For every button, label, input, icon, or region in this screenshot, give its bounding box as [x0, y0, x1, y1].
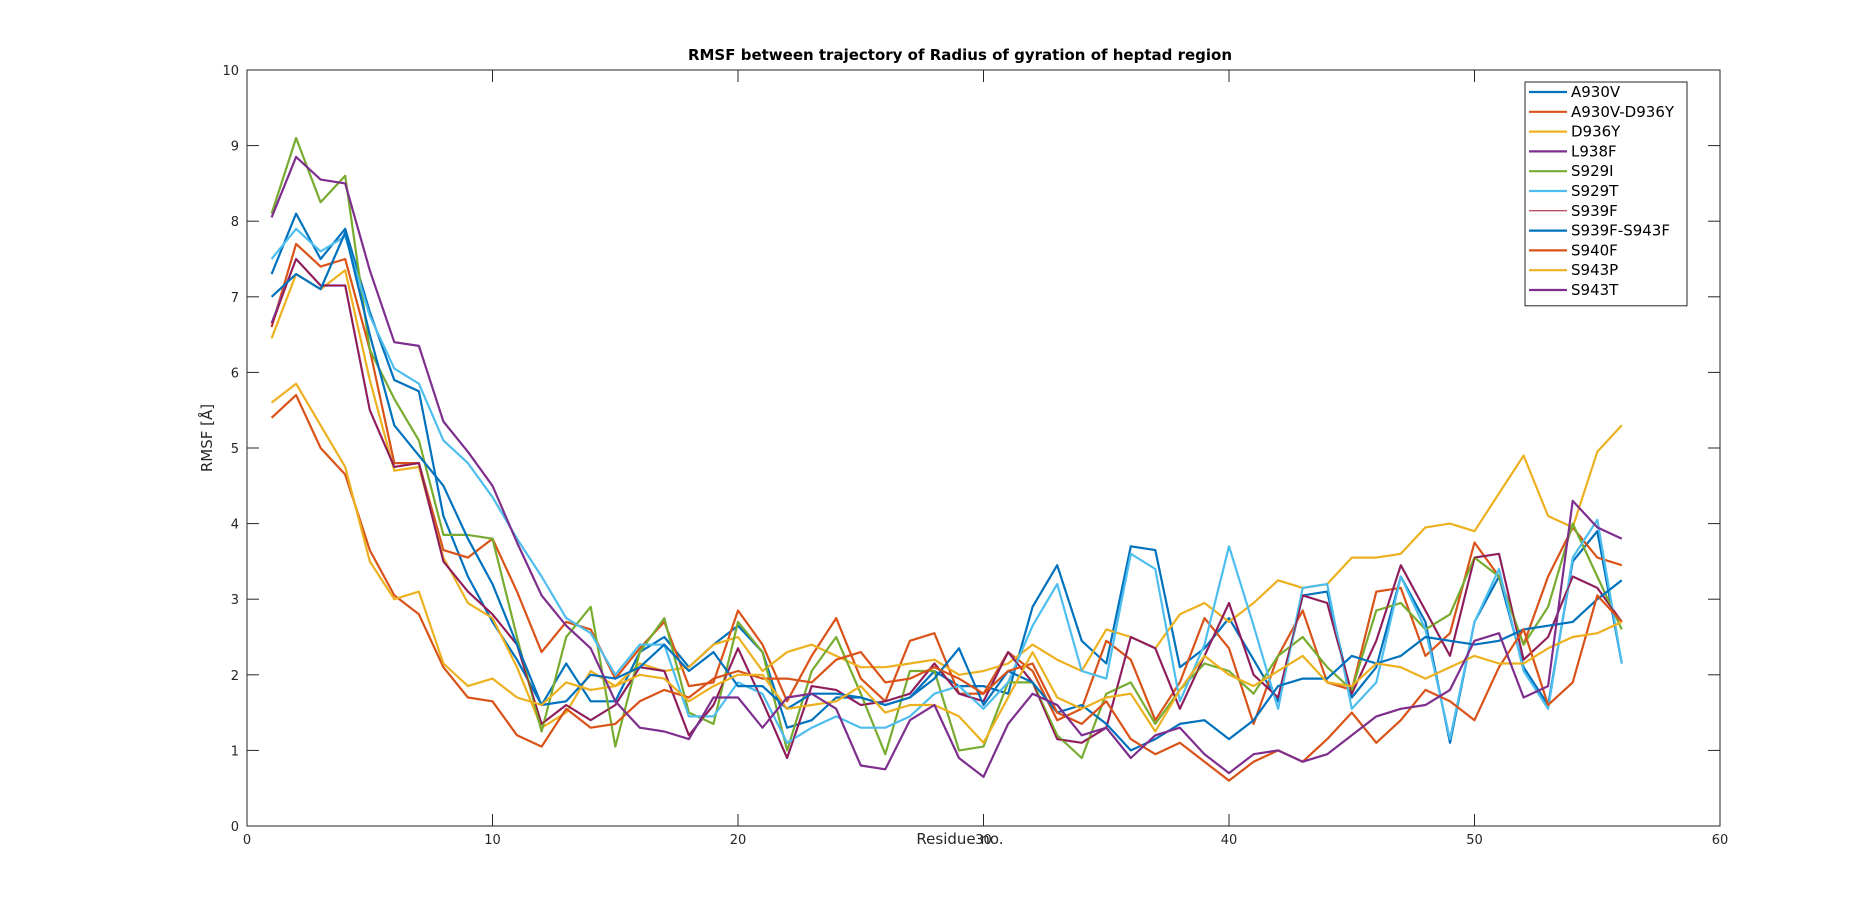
- series-group: [270, 136, 1623, 782]
- y-axis-ticks: 0 1 2 3 4 5 6 7 8 9 10: [222, 64, 1720, 835]
- legend-item: S939F-S943F: [1529, 222, 1670, 240]
- legend-label: A930V: [1571, 83, 1621, 101]
- series-line-s943p: [270, 382, 1623, 744]
- series-line-s929t: [270, 227, 1623, 744]
- legend-item: S943T: [1529, 281, 1619, 299]
- legend-label: S939F-S943F: [1571, 222, 1670, 240]
- x-axis-ticks: 0 10 20 30 40 50 60: [243, 70, 1728, 848]
- legend-label: A930V-D936Y: [1571, 103, 1675, 121]
- legend-label: S943T: [1571, 281, 1619, 299]
- legend-label: D936Y: [1571, 123, 1621, 141]
- legend-item: S929T: [1529, 182, 1619, 200]
- legend-label: L938F: [1571, 142, 1617, 160]
- series-line-s939f: [271, 258, 1623, 759]
- legend-item: S929I: [1529, 162, 1614, 180]
- legend-label: S939F: [1571, 202, 1618, 220]
- x-tick-label: 30: [975, 833, 992, 848]
- x-tick-label: 40: [1221, 833, 1238, 848]
- series-line-d936y: [270, 269, 1623, 729]
- legend-label: S929I: [1571, 162, 1614, 180]
- legend-item: L938F: [1529, 142, 1617, 160]
- series-line-s940f: [270, 394, 1623, 782]
- y-tick-label: 10: [222, 64, 239, 79]
- y-tick-label: 8: [231, 215, 239, 230]
- y-tick-label: 3: [231, 593, 239, 608]
- x-tick-label: 20: [730, 833, 747, 848]
- y-tick-label: 9: [231, 140, 239, 155]
- legend-item: S940F: [1529, 241, 1618, 259]
- y-tick-label: 6: [231, 366, 239, 381]
- plot-area: 0 10 20 30 40 50 60 0 1 2 3 4 5 6 7 8 9 10: [222, 64, 1728, 848]
- y-tick-label: 2: [231, 669, 239, 684]
- legend-label: S940F: [1571, 241, 1618, 259]
- legend-label: S929T: [1571, 182, 1619, 200]
- legend-item: S943P: [1529, 261, 1618, 279]
- y-tick-label: 5: [231, 442, 239, 457]
- x-tick-label: 0: [243, 833, 251, 848]
- y-axis-label: RMSF [Å]: [197, 404, 216, 472]
- x-tick-label: 10: [484, 833, 501, 848]
- legend-box: [1524, 81, 1688, 307]
- series-line-s939f-s943f: [270, 231, 1623, 752]
- y-tick-label: 1: [231, 744, 239, 759]
- series-line-s943t: [270, 155, 1623, 779]
- y-tick-label: 7: [231, 291, 239, 306]
- y-tick-label: 0: [231, 820, 239, 835]
- legend-label: S943P: [1571, 261, 1618, 279]
- x-tick-label: 50: [1466, 833, 1483, 848]
- y-tick-label: 4: [231, 518, 239, 533]
- legend-item: A930V: [1529, 83, 1621, 101]
- legend-item: D936Y: [1529, 123, 1621, 141]
- chart-title: RMSF between trajectory of Radius of gyr…: [688, 46, 1232, 64]
- axes-box: [246, 69, 1721, 827]
- legend-item: A930V-D936Y: [1529, 103, 1675, 121]
- legend-item: S939F: [1529, 202, 1618, 220]
- x-tick-label: 60: [1712, 833, 1729, 848]
- x-axis-label: Residue no.: [916, 830, 1003, 848]
